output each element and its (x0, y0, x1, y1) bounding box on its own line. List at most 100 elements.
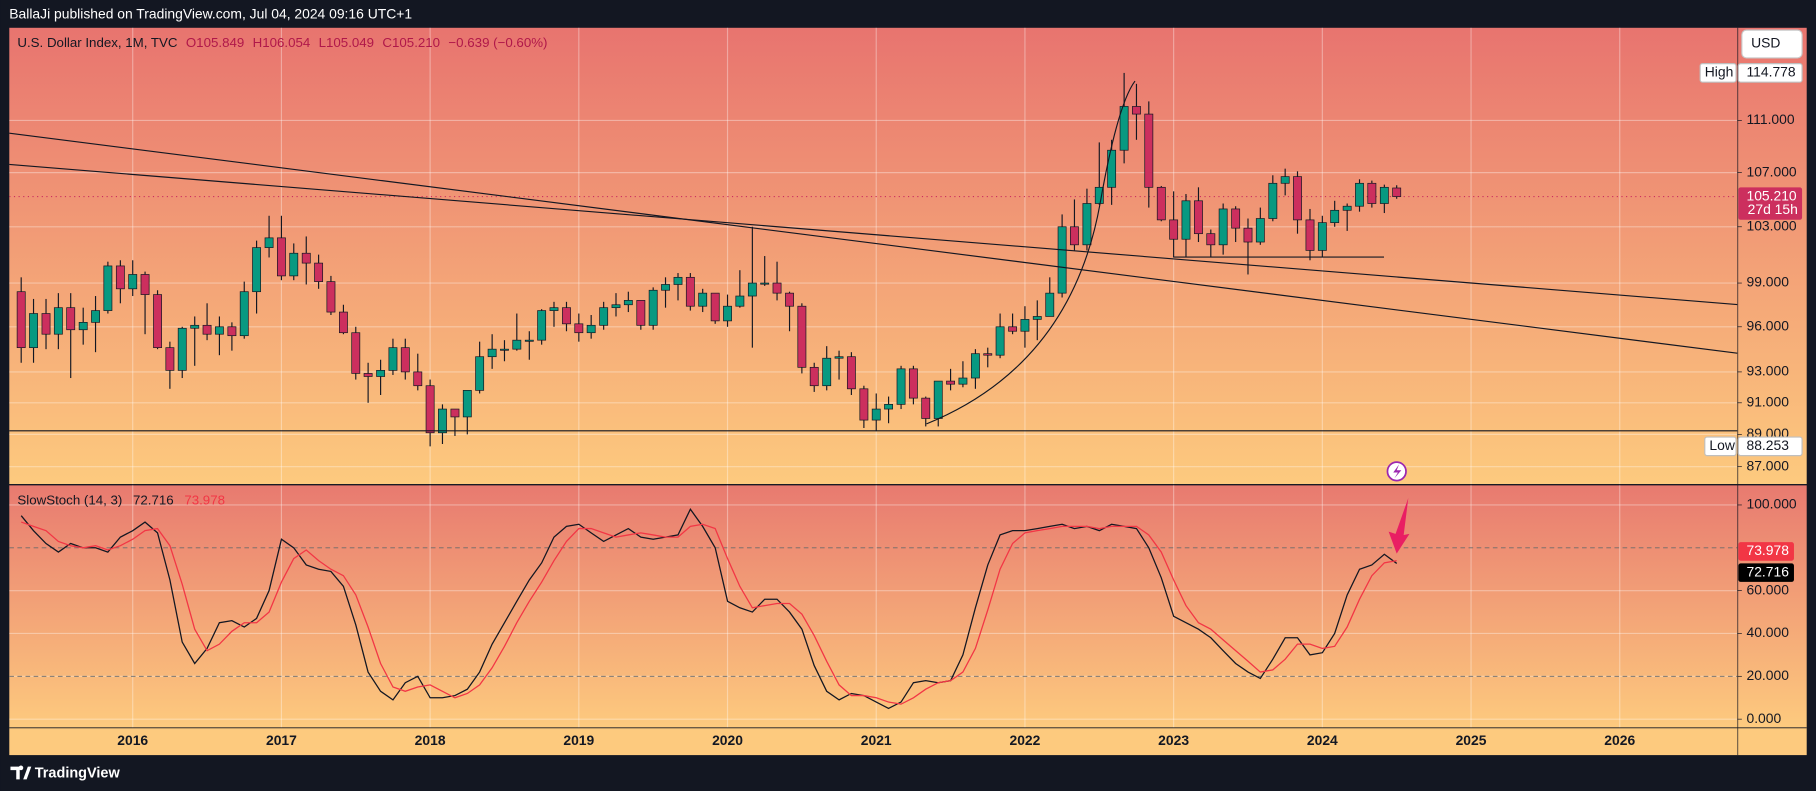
high-tag-box (1699, 63, 1737, 83)
y-tick-label: 111.000 (1746, 111, 1794, 127)
candle-body (103, 265, 113, 311)
stoch-legend: SlowStoch (14, 3) 72.716 73.978 (17, 492, 225, 507)
currency-label[interactable]: USD (1751, 35, 1780, 51)
candle-body (425, 385, 435, 434)
candle-body (1045, 292, 1055, 317)
stoch-line (21, 521, 1397, 705)
candle-body (599, 307, 609, 326)
y-tick-label: 100.000 (1746, 496, 1796, 512)
candle-body (636, 300, 646, 326)
low-tag-box (1704, 436, 1737, 457)
x-tick-label: 2017 (266, 732, 297, 748)
high-value-box (1737, 63, 1803, 83)
candle-body (785, 292, 794, 307)
change: −0.639 (−0.60%) (448, 34, 547, 49)
candle-body (772, 282, 782, 294)
x-tick-label: 2021 (861, 732, 892, 748)
y-tick-label: 96.000 (1746, 317, 1789, 333)
candle-body (165, 347, 175, 371)
candle-body (1169, 219, 1179, 240)
candle-body (190, 324, 200, 329)
candle-body (896, 368, 906, 405)
candle-body (859, 388, 869, 421)
candle-body (326, 281, 336, 313)
candle-body (822, 357, 832, 387)
candle-body (1094, 186, 1104, 204)
candle-body (1008, 326, 1018, 332)
candle-body (53, 307, 63, 335)
candle-body (1231, 208, 1241, 229)
candle-body (413, 371, 423, 387)
candle-body (723, 305, 732, 322)
series-value-box (1738, 542, 1794, 561)
high-tag: High (1705, 64, 1734, 80)
candle-body (1107, 149, 1117, 188)
stoch-title: SlowStoch (14, 3) (17, 492, 122, 507)
ohlc-close: C105.210 (382, 34, 440, 49)
candle-body (846, 356, 856, 390)
currency-button-box[interactable] (1741, 29, 1803, 59)
candle-body (252, 247, 262, 293)
footer: TradingView (10, 765, 120, 781)
candle-body (983, 353, 993, 356)
candle-body (1280, 176, 1290, 184)
drawings (9, 80, 1738, 432)
candle-body (1218, 208, 1228, 246)
stoch-pane (9, 485, 1807, 728)
candle-body (512, 339, 522, 350)
candle-body (314, 262, 324, 282)
candle-body (351, 332, 361, 374)
candle-body (276, 237, 286, 277)
x-tick-label: 2026 (1604, 732, 1635, 748)
last-price-label: 105.210 (1746, 187, 1796, 203)
arrow-annotation (1388, 497, 1410, 554)
plot-area: 87.00089.00091.00093.00096.00099.000103.… (9, 27, 1803, 748)
candle-body (177, 327, 187, 371)
candle-body (921, 397, 931, 419)
series-value-label: 72.716 (1746, 563, 1789, 579)
candle-body (376, 370, 386, 377)
candle-body (685, 276, 695, 307)
candle-body (908, 368, 918, 399)
ohlc-open: O105.849 (186, 34, 244, 49)
candle-body (760, 282, 770, 285)
x-tick-label: 2024 (1307, 732, 1338, 748)
candle-body (66, 307, 76, 331)
x-tick-label: 2018 (415, 732, 446, 748)
candle-body (1206, 233, 1216, 246)
candle-body (747, 282, 757, 297)
currency-button[interactable]: USD (1741, 29, 1803, 59)
candle-body (227, 326, 237, 337)
publisher-line: BallaJi published on TradingView.com, Ju… (9, 6, 412, 22)
candle-body (462, 390, 472, 418)
high-value: 114.778 (1746, 64, 1795, 80)
low-value: 88.253 (1746, 437, 1789, 453)
candle-body (1367, 182, 1377, 204)
candle-body (339, 311, 348, 334)
candle-body (1379, 186, 1389, 204)
candle-body (797, 305, 807, 368)
symbol-legend: U.S. Dollar Index, 1M, TVC O105.849 H106… (17, 34, 547, 49)
candle-body (946, 380, 956, 385)
candle-body (1181, 200, 1191, 240)
candle-body (871, 408, 881, 421)
candle-body (995, 326, 1005, 356)
candle-body (524, 339, 534, 342)
last-price-box (1738, 187, 1803, 220)
x-tick-label: 2025 (1456, 732, 1487, 748)
candle-body (1144, 113, 1154, 188)
candle-body (202, 324, 212, 335)
y-tick-label: 40.000 (1746, 624, 1789, 640)
candle-body (1255, 218, 1265, 243)
y-tick-label: 0.000 (1746, 710, 1781, 726)
candle-body (623, 300, 633, 306)
ohlc-high: H106.054 (253, 34, 311, 49)
logo-icon (10, 765, 32, 780)
footer-brand: TradingView (35, 765, 121, 781)
replay-icon (1386, 461, 1407, 482)
candle-body (128, 274, 138, 290)
countdown: 27d 15h (1748, 201, 1798, 217)
candle-body (1392, 187, 1402, 197)
series-value-box (1738, 563, 1794, 582)
